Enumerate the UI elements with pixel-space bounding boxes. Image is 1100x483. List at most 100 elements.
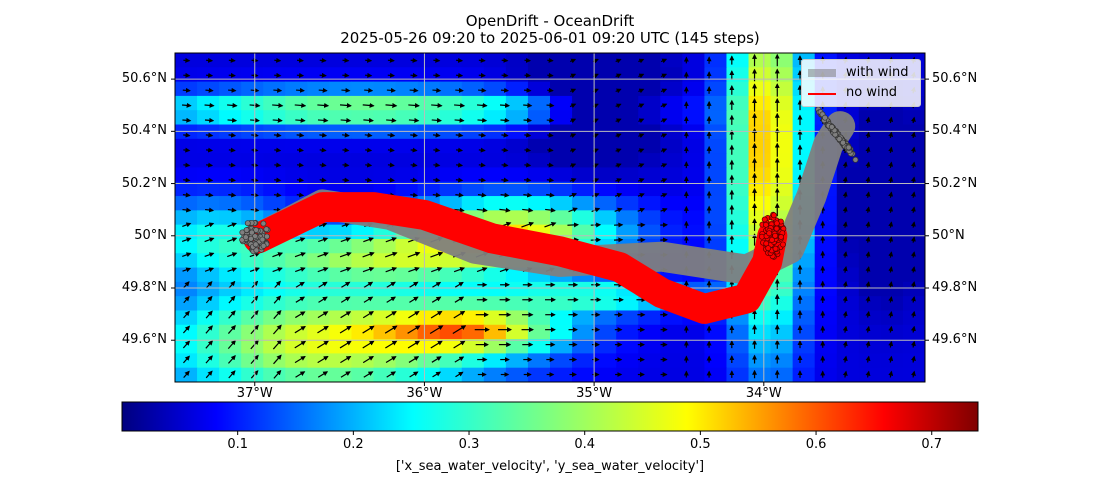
- field-cell: [858, 238, 882, 254]
- field-cell: [616, 81, 639, 97]
- current-arrow: [273, 192, 282, 198]
- current-arrow: [183, 296, 190, 304]
- current-arrow: [501, 162, 509, 168]
- field-cell: [572, 138, 595, 154]
- field-cell: [594, 224, 617, 240]
- current-arrow: [317, 325, 329, 334]
- field-cell: [660, 224, 683, 240]
- field-cell: [461, 124, 485, 140]
- current-arrow: [842, 325, 848, 333]
- current-arrow: [455, 177, 464, 183]
- current-arrow: [910, 355, 916, 363]
- current-arrow: [227, 237, 238, 243]
- field-cell: [902, 339, 925, 354]
- current-arrow: [340, 311, 352, 319]
- field-cell: [307, 138, 331, 154]
- field-cell: [770, 53, 794, 68]
- field-cell: [351, 138, 375, 154]
- field-cell: [263, 196, 286, 211]
- field-cell: [329, 67, 353, 83]
- field-cell: [527, 95, 551, 111]
- field-cell: [395, 67, 419, 83]
- field-cell: [660, 153, 683, 169]
- current-arrow: [384, 325, 398, 334]
- field-cell: [748, 167, 772, 183]
- field-cell: [329, 95, 353, 111]
- current-arrow: [342, 177, 350, 183]
- field-cell: [285, 238, 308, 254]
- current-arrow: [842, 310, 848, 318]
- current-arrow: [362, 251, 375, 258]
- field-cell: [175, 110, 198, 126]
- current-arrow: [660, 58, 668, 64]
- field-cell: [594, 124, 617, 140]
- lat-label-right: 50°N: [932, 227, 965, 243]
- field-cell: [638, 67, 661, 83]
- field-cell: [241, 367, 264, 382]
- current-arrow: [408, 266, 420, 273]
- current-arrow: [228, 162, 236, 168]
- field-cell: [417, 324, 441, 340]
- field-cell: [439, 181, 463, 197]
- field-cell: [704, 367, 728, 382]
- field-cell: [461, 110, 485, 126]
- field-cell: [748, 367, 772, 382]
- current-arrow: [294, 252, 306, 258]
- current-arrow: [340, 117, 352, 123]
- field-cell: [858, 167, 882, 183]
- field-cell: [373, 310, 397, 326]
- current-arrow: [910, 266, 916, 273]
- field-cell: [241, 296, 264, 312]
- field-cell: [682, 196, 706, 211]
- current-arrow: [205, 295, 213, 304]
- colorbar-tick-label: 0.3: [458, 437, 480, 452]
- field-cell: [307, 124, 331, 140]
- field-cell: [351, 253, 375, 269]
- current-arrow: [205, 310, 213, 319]
- field-cell: [594, 110, 617, 126]
- current-arrow: [454, 207, 465, 213]
- field-cell: [748, 110, 772, 126]
- current-arrow: [273, 132, 282, 138]
- current-arrow: [385, 102, 398, 108]
- field-cell: [836, 367, 860, 382]
- field-cell: [858, 310, 882, 326]
- current-arrow: [339, 325, 352, 334]
- field-cell: [483, 95, 507, 111]
- field-cell: [197, 181, 220, 197]
- field-cell: [461, 367, 485, 382]
- colorbar-title: ['x_sea_water_velocity', 'y_sea_water_ve…: [395, 459, 705, 474]
- current-arrow: [842, 191, 848, 198]
- field-cell: [572, 310, 595, 326]
- current-arrow: [569, 118, 577, 124]
- field-cell: [197, 296, 220, 312]
- current-arrow: [183, 370, 190, 379]
- field-cell: [902, 310, 925, 326]
- end-particle-no-wind: [772, 232, 779, 239]
- current-arrow: [408, 117, 420, 123]
- field-cell: [594, 67, 617, 83]
- field-cell: [660, 53, 683, 68]
- field-cell: [329, 367, 353, 382]
- current-arrow: [228, 147, 236, 153]
- chart-title: OpenDrift - OceanDrift: [465, 12, 635, 30]
- field-cell: [638, 124, 661, 140]
- field-cell: [550, 67, 573, 83]
- field-cell: [880, 367, 904, 382]
- field-cell: [616, 296, 639, 312]
- field-cell: [329, 224, 353, 240]
- field-cell: [748, 81, 772, 97]
- current-arrow: [296, 192, 305, 198]
- current-arrow: [205, 340, 214, 349]
- current-arrow: [569, 192, 578, 198]
- start-particle: [248, 235, 254, 242]
- field-cell: [417, 67, 441, 83]
- field-cell: [902, 238, 925, 254]
- current-arrow: [317, 371, 329, 378]
- field-cell: [792, 296, 816, 312]
- field-cell: [219, 367, 242, 382]
- current-arrow: [407, 325, 421, 334]
- current-arrow: [340, 296, 351, 303]
- end-particle-with-wind: [822, 114, 828, 121]
- field-cell: [660, 110, 683, 126]
